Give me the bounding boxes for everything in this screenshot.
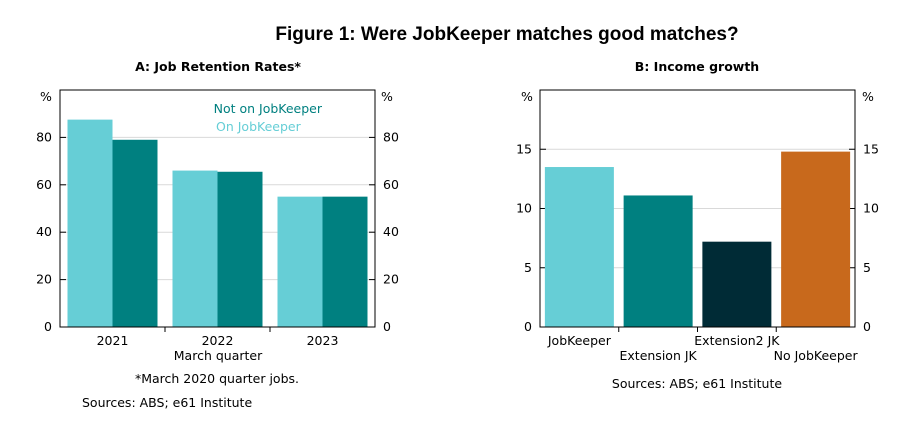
panel-a-legend-not-on-jobkeeper: Not on JobKeeper	[214, 101, 323, 116]
panel-a-y-tick-label-right: 40	[383, 224, 399, 239]
panel-a-y-tick-label-right: 80	[383, 129, 399, 144]
panel-b-y-tick-label-left: 0	[524, 319, 532, 334]
panel-b-y-tick-label-right: 15	[863, 141, 879, 156]
panel-b-x-tick-label: JobKeeper	[547, 333, 612, 348]
panel-a-title: A: Job Retention Rates*	[135, 59, 301, 74]
panel-a-bar	[172, 170, 218, 327]
panel-b-plot-frame	[539, 89, 856, 328]
panel-b-x-tick-label: No JobKeeper	[774, 348, 859, 363]
panel-a-y-tick-label-left: 20	[36, 272, 52, 287]
panel-a-bar	[112, 139, 158, 327]
panel-a-x-tick-label: 2023	[307, 333, 339, 348]
panel-b-chart: B: Income growth% % 0 0 5 5 10 10 15 15 JobKeeper E…	[516, 59, 879, 391]
panel-b-title: B: Income growth	[635, 59, 759, 74]
panel-a-bar	[67, 119, 113, 327]
panel-a-y-tick-label-right: 60	[383, 177, 399, 192]
panel-a-chart: A: Job Retention Rates*% % 0 0 20 20 40 40 60 60 8…	[36, 59, 399, 410]
panel-b-x-tick-label: Extension2 JK	[694, 333, 780, 348]
panel-a-x-axis-label: March quarter	[174, 348, 263, 363]
panel-a-y-tick-label-left: 0	[44, 319, 52, 334]
panel-b-bar	[623, 195, 693, 327]
panel-a-y-tick-label-left: 60	[36, 177, 52, 192]
panel-a-y-tick-label-left: 80	[36, 129, 52, 144]
panel-b-x-tick-label: Extension JK	[620, 348, 698, 363]
panel-b-y-unit-left: %	[521, 89, 533, 104]
panel-a-plot-frame	[59, 89, 376, 328]
panel-a-y-tick-label-right: 0	[383, 319, 391, 334]
panel-a-legend-on-jobkeeper: On JobKeeper	[216, 119, 302, 134]
panel-b-y-tick-label-right: 5	[863, 260, 871, 275]
panel-b-y-tick-label-left: 5	[524, 260, 532, 275]
panel-b-y-tick-label-left: 10	[516, 201, 532, 216]
panel-b-bar	[544, 167, 614, 327]
panel-a-footnote: *March 2020 quarter jobs.	[135, 371, 299, 386]
panel-a-y-tick-label-left: 40	[36, 224, 52, 239]
panel-a-source: Sources: ABS; e61 Institute	[82, 395, 252, 410]
panel-a-bar	[277, 196, 323, 327]
panel-a-x-tick-label: 2022	[202, 333, 234, 348]
panel-a-bar	[217, 171, 263, 327]
panel-a-x-tick-label: 2021	[97, 333, 129, 348]
panel-b-bar	[781, 151, 851, 327]
panel-b-bar	[702, 241, 772, 327]
figure-title: Figure 1: Were JobKeeper matches good ma…	[275, 24, 738, 45]
panel-b-source: Sources: ABS; e61 Institute	[612, 376, 782, 391]
panel-b-y-tick-label-right: 10	[863, 201, 879, 216]
panel-a-y-unit-right: %	[381, 89, 393, 104]
panel-b-y-tick-label-right: 0	[863, 319, 871, 334]
panel-a-bar	[322, 196, 368, 327]
panel-a-y-unit-left: %	[40, 89, 52, 104]
panel-b-y-tick-label-left: 15	[516, 141, 532, 156]
panel-b-y-unit-right: %	[862, 89, 874, 104]
panel-a-y-tick-label-right: 20	[383, 272, 399, 287]
